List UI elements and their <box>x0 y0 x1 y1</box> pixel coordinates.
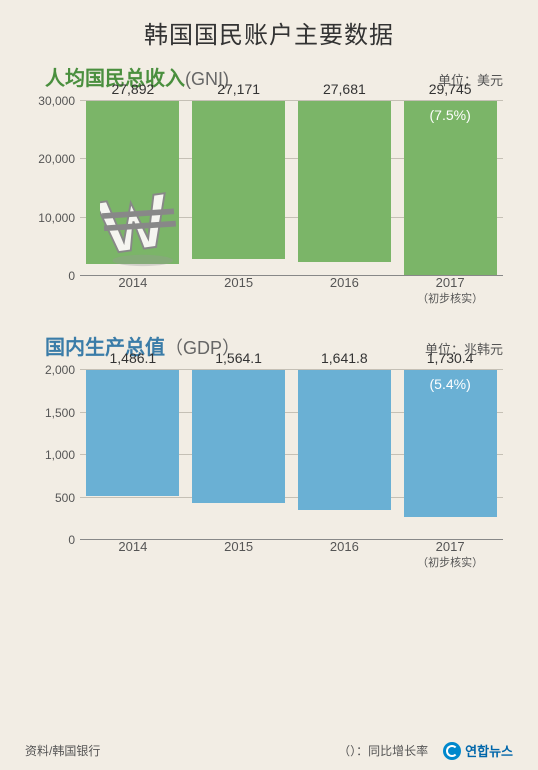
bar-group: 27,892 <box>86 101 179 276</box>
y-tick: 0 <box>68 269 75 283</box>
x-label-note: （初步核实） <box>404 290 497 306</box>
footer: 资料/韩国银行 （）：同比增长率 연합뉴스 <box>25 741 513 760</box>
gdp-plot: 1,486.11,564.11,641.81,730.4(5.4%) <box>80 370 503 540</box>
bar-group: 1,730.4(5.4%) <box>404 370 497 540</box>
x-label: 2015 <box>192 275 285 306</box>
x-label: 2017（初步核实） <box>404 539 497 570</box>
bar-value-label: 27,681 <box>323 81 366 97</box>
gdp-y-axis: 05001,0001,5002,000 <box>25 370 80 540</box>
yonhap-logo-icon <box>443 742 461 760</box>
bar-value-label: 1,730.4 <box>427 350 474 366</box>
x-label: 2016 <box>298 539 391 570</box>
footer-source: 资料/韩国银行 <box>25 742 100 759</box>
x-label: 2014 <box>86 539 179 570</box>
bar: 27,892 <box>86 101 179 264</box>
bars-container: 1,486.11,564.11,641.81,730.4(5.4%) <box>80 370 503 540</box>
bar-group: 27,171 <box>192 101 285 276</box>
yonhap-logo-text: 연합뉴스 <box>465 741 513 760</box>
x-label: 2016 <box>298 275 391 306</box>
bar-value-label: 29,745 <box>429 81 472 97</box>
gni-x-labels: 2014 2015 2016 2017（初步核实） <box>80 275 503 306</box>
x-label-note: （初步核实） <box>404 554 497 570</box>
bar-value-label: 1,486.1 <box>110 350 157 366</box>
footer-pct-note: （）：同比增长率 <box>338 742 428 759</box>
bar: 1,641.8 <box>298 370 391 510</box>
y-tick: 0 <box>68 533 75 547</box>
y-tick: 10,000 <box>38 211 75 225</box>
y-tick: 1,000 <box>45 448 75 462</box>
gdp-chart-area: 05001,0001,5002,000 1,486.11,564.11,641.… <box>25 370 513 570</box>
bar-group: 1,564.1 <box>192 370 285 540</box>
y-tick: 1,500 <box>45 406 75 420</box>
gni-plot: 27,89227,17127,68129,745(7.5%) <box>80 101 503 276</box>
x-label: 2015 <box>192 539 285 570</box>
gni-chart: 人均国民总收入(GNI) 单位：美元 010,00020,00030,000 2… <box>25 62 513 306</box>
bar-value-label: 1,641.8 <box>321 350 368 366</box>
x-label: 2017（初步核实） <box>404 275 497 306</box>
bars-container: 27,89227,17127,68129,745(7.5%) <box>80 101 503 276</box>
bar-group: 1,486.1 <box>86 370 179 540</box>
y-tick: 20,000 <box>38 152 75 166</box>
bar-value-label: 1,564.1 <box>215 350 262 366</box>
bar-group: 29,745(7.5%) <box>404 101 497 276</box>
gdp-chart: 国内生产总值（GDP） 单位：兆韩元 05001,0001,5002,000 1… <box>25 331 513 570</box>
yonhap-logo: 연합뉴스 <box>443 741 513 760</box>
y-tick: 500 <box>55 491 75 505</box>
bar-group: 27,681 <box>298 101 391 276</box>
gni-y-axis: 010,00020,00030,000 <box>25 101 80 276</box>
main-title: 韩国国民账户主要数据 <box>25 15 513 50</box>
bar-value-label: 27,171 <box>217 81 260 97</box>
bar: 27,171 <box>192 101 285 259</box>
bar: 29,745(7.5%) <box>404 101 497 275</box>
gni-chart-area: 010,00020,00030,000 27,89227,17127,68129… <box>25 101 513 306</box>
bar-pct-label: (7.5%) <box>429 107 470 123</box>
x-label: 2014 <box>86 275 179 306</box>
footer-right: （）：同比增长率 연합뉴스 <box>338 741 513 760</box>
bar: 1,730.4(5.4%) <box>404 370 497 517</box>
gdp-x-labels: 2014 2015 2016 2017（初步核实） <box>80 539 503 570</box>
bar-pct-label: (5.4%) <box>429 376 470 392</box>
bar-value-label: 27,892 <box>111 81 154 97</box>
y-tick: 30,000 <box>38 94 75 108</box>
bar: 1,564.1 <box>192 370 285 503</box>
y-tick: 2,000 <box>45 363 75 377</box>
bar-group: 1,641.8 <box>298 370 391 540</box>
bar: 27,681 <box>298 101 391 262</box>
bar: 1,486.1 <box>86 370 179 496</box>
